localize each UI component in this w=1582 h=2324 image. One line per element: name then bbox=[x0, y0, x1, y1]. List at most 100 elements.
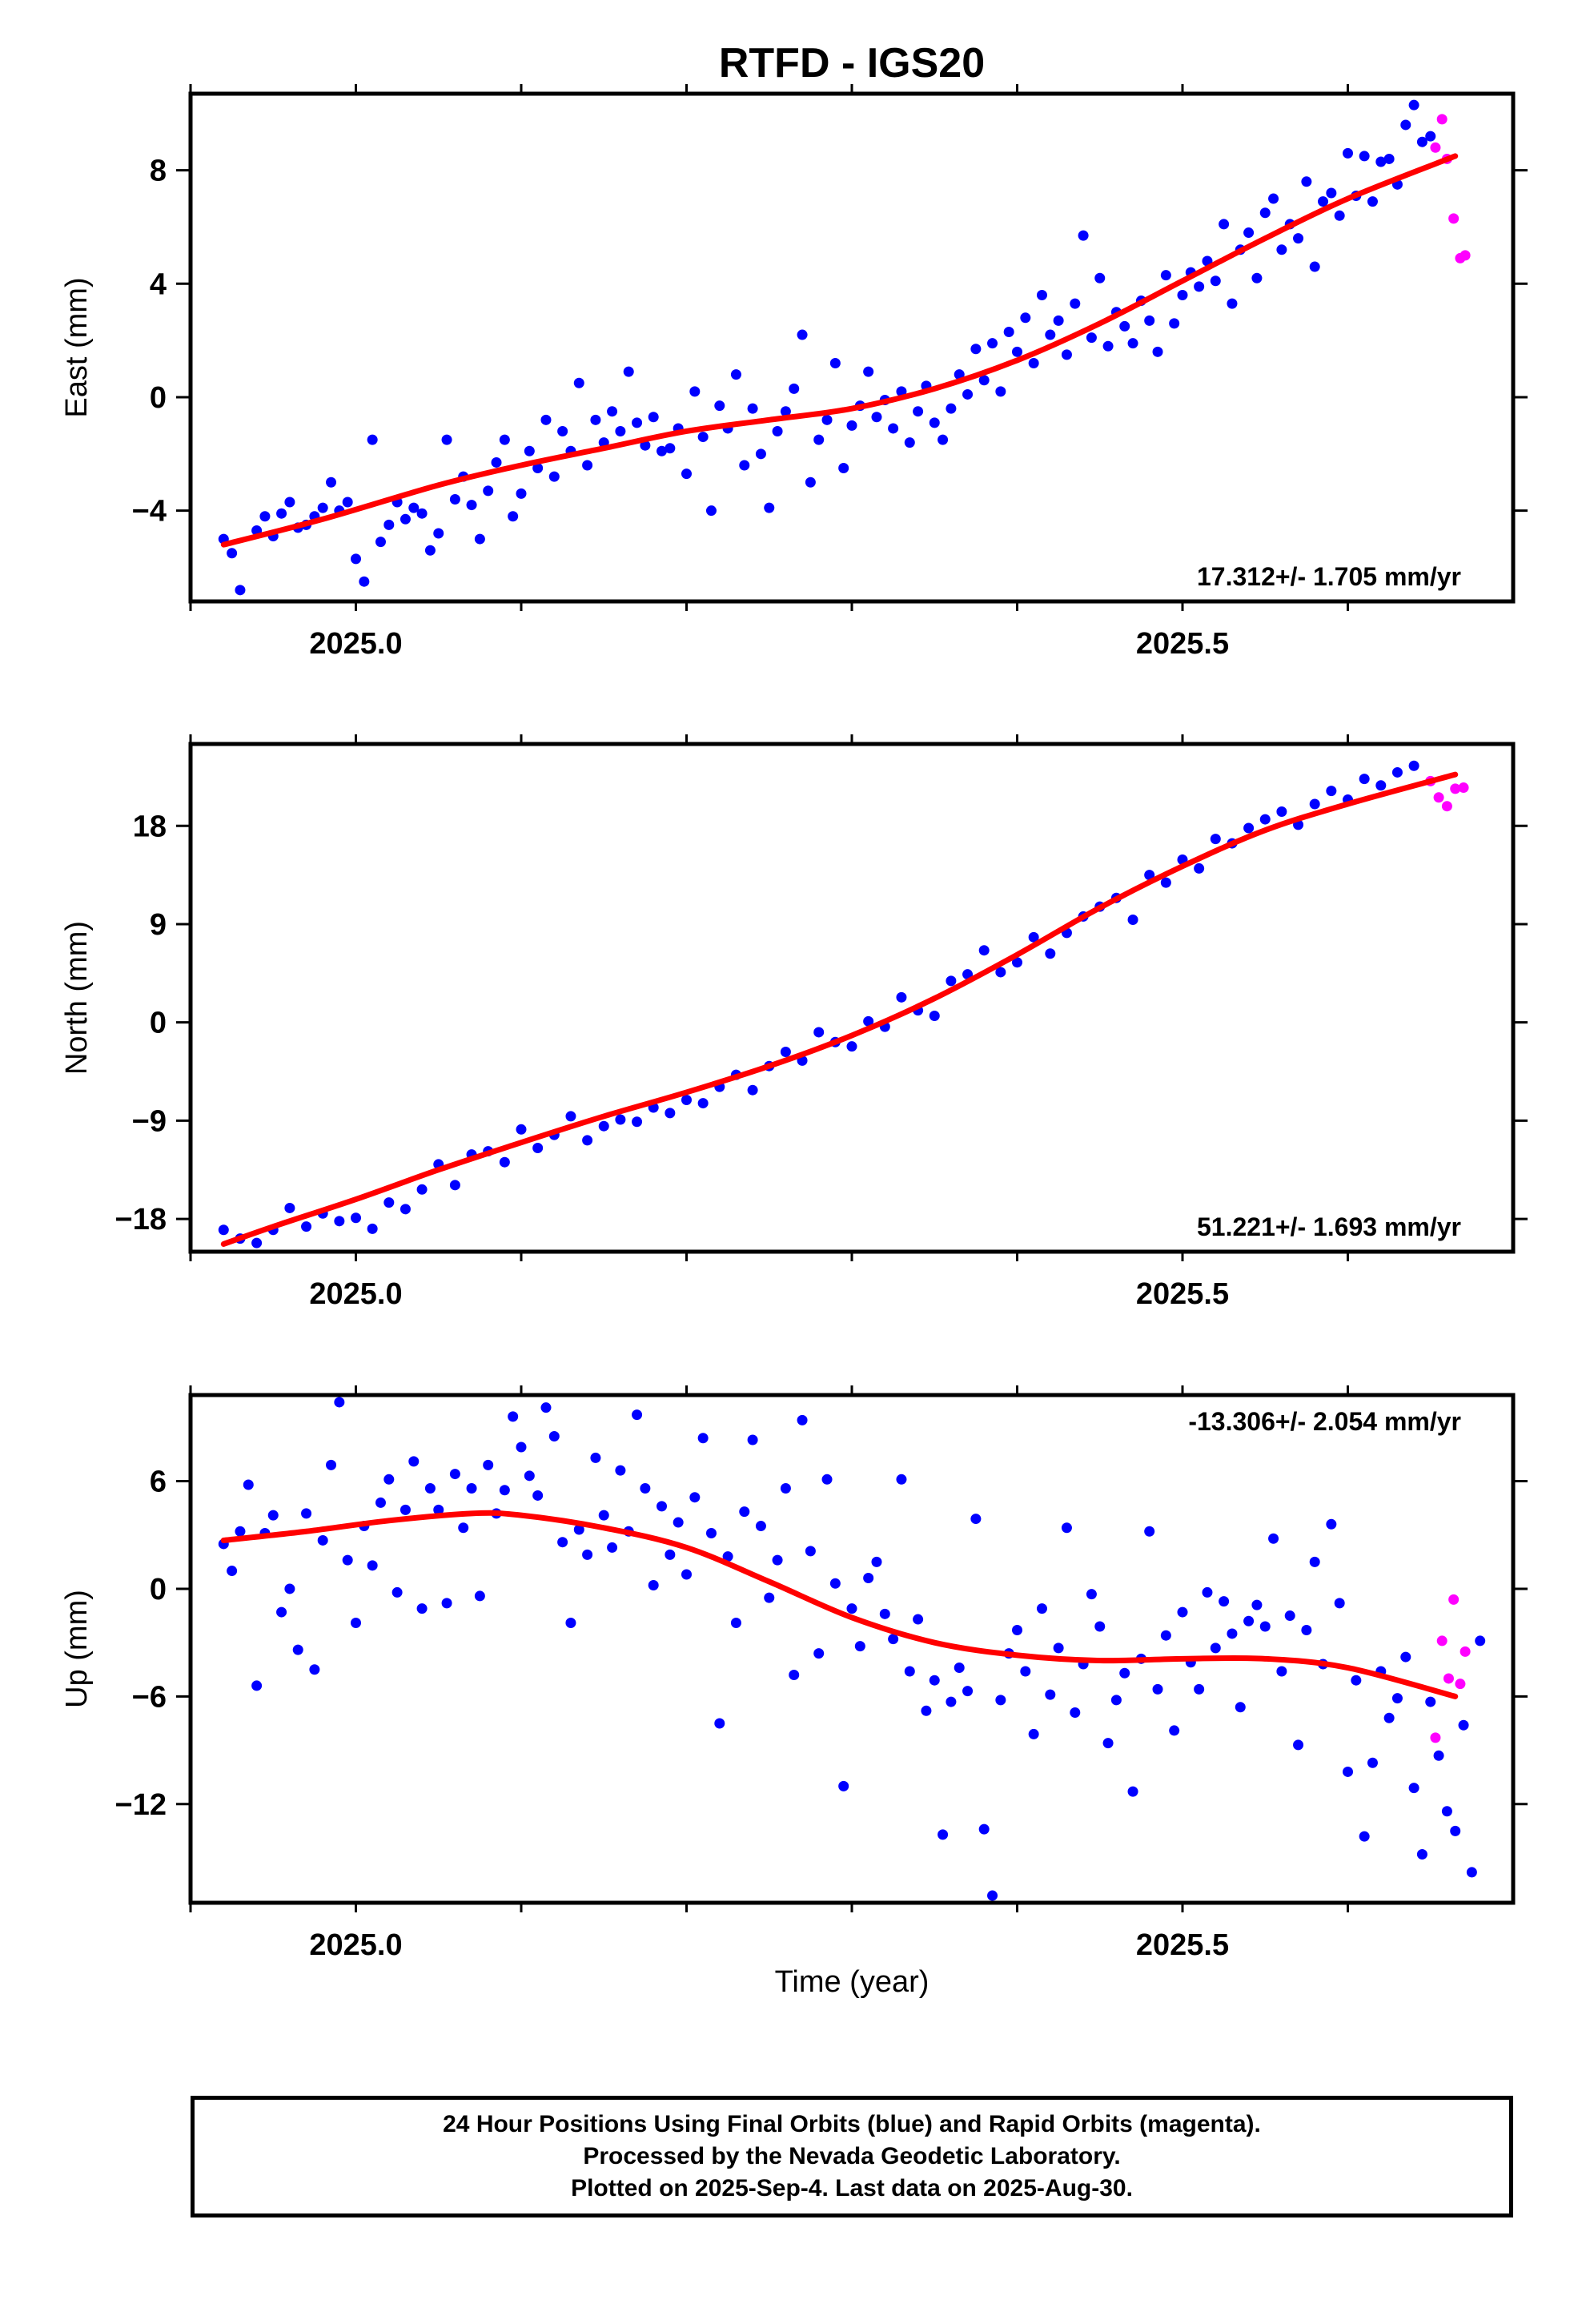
up-final-point bbox=[1425, 1696, 1436, 1707]
north-final-point bbox=[1259, 814, 1271, 825]
up-final-point bbox=[1441, 1806, 1452, 1817]
east-final-point bbox=[235, 585, 246, 596]
east-final-point bbox=[359, 576, 370, 587]
east-final-point bbox=[1334, 210, 1345, 221]
up-final-point bbox=[540, 1402, 552, 1413]
up-final-point bbox=[607, 1542, 618, 1553]
up-final-point bbox=[1466, 1867, 1477, 1878]
up-final-point bbox=[1127, 1786, 1138, 1797]
east-final-point bbox=[1243, 227, 1255, 239]
up-final-point bbox=[235, 1526, 246, 1537]
east-final-point bbox=[449, 493, 460, 505]
up-final-point bbox=[1227, 1628, 1238, 1639]
east-final-point bbox=[342, 497, 353, 508]
east-final-point bbox=[259, 511, 271, 522]
footer-line-1: 24 Hour Positions Using Final Orbits (bl… bbox=[443, 2111, 1261, 2137]
up-final-point bbox=[904, 1666, 915, 1677]
east-final-point bbox=[1169, 318, 1180, 329]
up-final-point bbox=[532, 1490, 544, 1501]
up-final-point bbox=[1359, 1831, 1370, 1842]
north-rapid-point bbox=[1450, 783, 1461, 794]
east-final-point bbox=[1251, 272, 1263, 283]
up-final-point bbox=[697, 1433, 709, 1444]
up-final-point bbox=[367, 1560, 378, 1571]
east-final-point bbox=[871, 412, 882, 423]
east-final-point bbox=[1343, 147, 1353, 159]
east-final-point bbox=[739, 460, 750, 471]
up-final-point bbox=[441, 1598, 452, 1609]
up-final-point bbox=[317, 1534, 328, 1546]
up-final-point bbox=[1194, 1683, 1205, 1695]
east-final-point bbox=[1102, 340, 1114, 352]
up-final-point bbox=[309, 1664, 320, 1675]
north-fit-line bbox=[220, 771, 1459, 1247]
east-final-point bbox=[1094, 272, 1106, 283]
east-final-point bbox=[1119, 320, 1130, 332]
north-final-point bbox=[896, 991, 907, 1003]
up-final-point bbox=[813, 1648, 825, 1659]
east-final-point bbox=[689, 386, 701, 397]
east-final-point bbox=[929, 417, 940, 428]
up-final-point bbox=[854, 1641, 865, 1652]
up-final-point bbox=[227, 1566, 238, 1577]
up-final-point bbox=[565, 1618, 576, 1629]
east-final-point bbox=[863, 366, 874, 377]
east-final-point bbox=[797, 329, 808, 340]
up-final-point bbox=[524, 1470, 535, 1482]
north-y-axis-label: North (mm) bbox=[60, 921, 94, 1075]
up-rapid-point bbox=[1443, 1673, 1454, 1684]
up-final-point bbox=[615, 1465, 626, 1476]
north-final-point bbox=[1160, 877, 1171, 888]
up-final-point bbox=[1475, 1635, 1486, 1647]
east-final-point bbox=[284, 497, 295, 508]
up-final-point bbox=[805, 1546, 816, 1557]
east-final-point bbox=[1383, 153, 1395, 164]
north-x-tick-label-1: 2025.5 bbox=[1136, 1277, 1229, 1311]
up-final-point bbox=[1020, 1666, 1031, 1677]
east-final-point bbox=[1078, 230, 1089, 241]
east-final-point bbox=[466, 500, 477, 511]
east-final-point bbox=[938, 434, 949, 445]
north-final-point bbox=[1127, 915, 1138, 926]
up-final-point bbox=[1276, 1666, 1287, 1677]
up-final-point bbox=[1367, 1757, 1378, 1768]
up-fit-line bbox=[220, 1510, 1459, 1699]
up-final-point bbox=[391, 1586, 403, 1598]
north-final-point bbox=[929, 1010, 940, 1021]
east-final-point bbox=[1309, 261, 1320, 272]
up-final-point bbox=[1012, 1624, 1022, 1635]
east-x-tick-label-0: 2025.0 bbox=[309, 627, 402, 661]
east-y-tick-label-1: 0 bbox=[150, 381, 167, 415]
east-final-point bbox=[946, 403, 957, 414]
east-final-point bbox=[829, 357, 841, 368]
up-final-point bbox=[516, 1441, 527, 1453]
east-final-point bbox=[351, 553, 361, 565]
east-final-point bbox=[970, 344, 982, 355]
up-final-point bbox=[821, 1474, 833, 1485]
up-final-point bbox=[582, 1549, 593, 1560]
east-final-point bbox=[516, 488, 527, 499]
footer-box: 24 Hour Positions Using Final Orbits (bl… bbox=[191, 2096, 1513, 2217]
east-final-point bbox=[1268, 193, 1279, 204]
north-x-tick-label-0: 2025.0 bbox=[309, 1277, 402, 1311]
east-final-point bbox=[705, 505, 717, 517]
north-final-point bbox=[516, 1124, 527, 1135]
up-final-point bbox=[929, 1675, 940, 1686]
east-final-point bbox=[1020, 312, 1031, 324]
up-final-point bbox=[970, 1514, 982, 1525]
up-rapid-point bbox=[1448, 1594, 1460, 1605]
up-final-point bbox=[548, 1431, 560, 1442]
east-final-point bbox=[632, 417, 643, 428]
north-final-point bbox=[615, 1114, 626, 1125]
up-final-point bbox=[276, 1606, 287, 1618]
east-final-point bbox=[904, 437, 915, 448]
up-final-point bbox=[829, 1578, 841, 1589]
east-final-point bbox=[474, 533, 485, 545]
east-final-point bbox=[1227, 298, 1238, 309]
north-y-tick-label-2: 0 bbox=[150, 1007, 167, 1040]
north-y-tick-label-0: −18 bbox=[115, 1203, 167, 1236]
north-y-tick-label-1: −9 bbox=[132, 1104, 167, 1138]
east-final-point bbox=[1301, 176, 1312, 187]
north-rapid-point bbox=[1458, 782, 1469, 794]
up-final-point bbox=[1284, 1610, 1295, 1622]
